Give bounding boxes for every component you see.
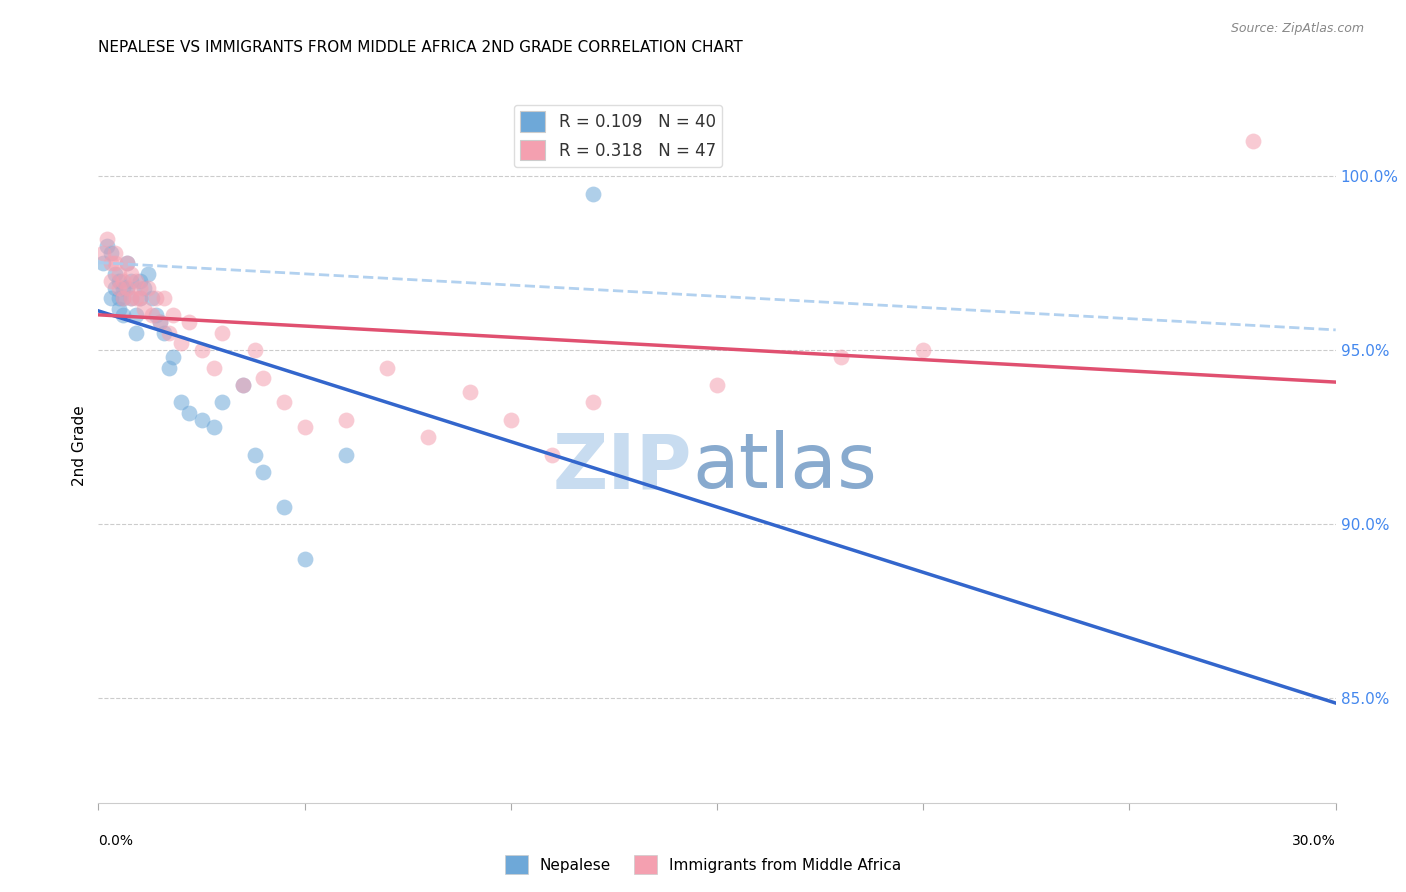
Legend: R = 0.109   N = 40, R = 0.318   N = 47: R = 0.109 N = 40, R = 0.318 N = 47 xyxy=(513,104,723,167)
Point xyxy=(153,291,176,305)
Text: atlas: atlas xyxy=(692,431,877,504)
Point xyxy=(128,291,150,305)
Point xyxy=(211,395,233,409)
Point xyxy=(335,413,357,427)
Point xyxy=(273,395,295,409)
Point xyxy=(132,301,155,316)
Point xyxy=(243,343,266,358)
Point xyxy=(117,280,139,294)
Point xyxy=(145,309,167,323)
Point xyxy=(232,378,254,392)
Point xyxy=(706,378,728,392)
Point xyxy=(128,274,150,288)
Point xyxy=(100,256,122,270)
Point xyxy=(252,465,274,479)
Point xyxy=(202,360,225,375)
Point xyxy=(108,274,131,288)
Point xyxy=(136,280,159,294)
Point xyxy=(202,420,225,434)
Point xyxy=(104,280,127,294)
Text: 0.0%: 0.0% xyxy=(98,834,134,848)
Point xyxy=(232,378,254,392)
Point xyxy=(100,274,122,288)
Point xyxy=(162,309,184,323)
Point xyxy=(149,315,172,329)
Point xyxy=(100,245,122,260)
Point xyxy=(117,256,139,270)
Point xyxy=(112,280,135,294)
Point xyxy=(132,280,155,294)
Point xyxy=(149,315,172,329)
Point xyxy=(179,315,201,329)
Point xyxy=(96,232,118,246)
Point xyxy=(124,326,146,340)
Point xyxy=(830,350,852,364)
Point xyxy=(273,500,295,514)
Point xyxy=(104,245,127,260)
Point xyxy=(582,395,605,409)
Point xyxy=(108,291,131,305)
Text: 30.0%: 30.0% xyxy=(1292,834,1336,848)
Text: NEPALESE VS IMMIGRANTS FROM MIDDLE AFRICA 2ND GRADE CORRELATION CHART: NEPALESE VS IMMIGRANTS FROM MIDDLE AFRIC… xyxy=(98,40,744,55)
Point xyxy=(211,326,233,340)
Point xyxy=(294,420,316,434)
Point xyxy=(96,239,118,253)
Point xyxy=(112,291,135,305)
Point xyxy=(153,326,176,340)
Point xyxy=(190,413,212,427)
Point xyxy=(141,291,163,305)
Point xyxy=(136,267,159,281)
Point xyxy=(179,406,201,420)
Point xyxy=(124,309,146,323)
Point xyxy=(108,301,131,316)
Point xyxy=(1241,135,1264,149)
Point xyxy=(582,186,605,201)
Point xyxy=(104,267,127,281)
Point xyxy=(108,267,131,281)
Point xyxy=(335,448,357,462)
Point xyxy=(157,360,180,375)
Point xyxy=(294,552,316,566)
Point xyxy=(112,309,135,323)
Point xyxy=(112,291,135,305)
Point xyxy=(145,291,167,305)
Point xyxy=(499,413,522,427)
Point xyxy=(124,291,146,305)
Point xyxy=(91,256,114,270)
Point xyxy=(120,267,142,281)
Point xyxy=(190,343,212,358)
Point xyxy=(170,336,193,351)
Y-axis label: 2nd Grade: 2nd Grade xyxy=(72,406,87,486)
Point xyxy=(120,274,142,288)
Point xyxy=(104,256,127,270)
Point xyxy=(100,291,122,305)
Point xyxy=(243,448,266,462)
Point xyxy=(418,430,440,444)
Point xyxy=(124,274,146,288)
Point xyxy=(108,280,131,294)
Point xyxy=(375,360,398,375)
Point xyxy=(157,326,180,340)
Point xyxy=(117,280,139,294)
Text: ZIP: ZIP xyxy=(553,431,692,504)
Point xyxy=(458,385,481,400)
Point xyxy=(252,371,274,385)
Point xyxy=(120,291,142,305)
Point xyxy=(120,291,142,305)
Point xyxy=(162,350,184,364)
Point xyxy=(112,274,135,288)
Text: Source: ZipAtlas.com: Source: ZipAtlas.com xyxy=(1230,22,1364,36)
Point xyxy=(170,395,193,409)
Point xyxy=(541,448,564,462)
Point xyxy=(91,245,114,260)
Point xyxy=(128,291,150,305)
Point xyxy=(141,309,163,323)
Point xyxy=(912,343,935,358)
Legend: Nepalese, Immigrants from Middle Africa: Nepalese, Immigrants from Middle Africa xyxy=(499,849,907,880)
Point xyxy=(117,256,139,270)
Point xyxy=(128,280,150,294)
